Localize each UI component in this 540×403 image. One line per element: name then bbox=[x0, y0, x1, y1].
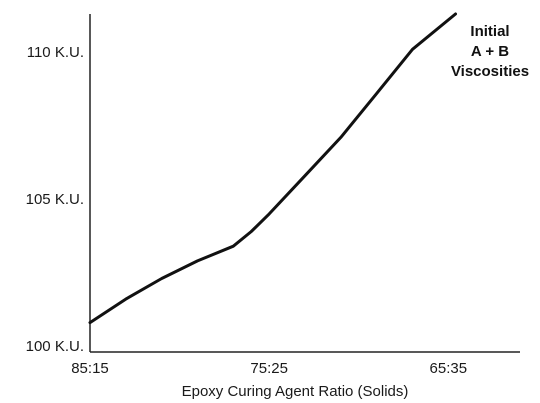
x-tick-labels: 85:15 75:25 65:35 bbox=[71, 360, 467, 377]
axes bbox=[89, 14, 520, 353]
y-tick-labels: 100 K.U. 105 K.U. 110 K.U. bbox=[26, 44, 84, 355]
x-tick-label: 75:25 bbox=[250, 360, 288, 377]
annotation-line-3: Viscosities bbox=[451, 63, 529, 80]
series-line bbox=[88, 12, 457, 325]
annotation-line-1: Initial bbox=[470, 23, 509, 40]
x-axis-title: Epoxy Curing Agent Ratio (Solids) bbox=[182, 383, 409, 400]
y-tick-label: 110 K.U. bbox=[27, 44, 84, 61]
annotation-label: Initial A + B Viscosities bbox=[451, 23, 529, 80]
x-tick-label: 85:15 bbox=[71, 360, 109, 377]
y-tick-label: 100 K.U. bbox=[26, 338, 84, 355]
series-layer bbox=[88, 12, 457, 325]
annotation-line-2: A + B bbox=[471, 43, 509, 60]
y-tick-label: 105 K.U. bbox=[26, 191, 84, 208]
x-tick-label: 65:35 bbox=[430, 360, 468, 377]
